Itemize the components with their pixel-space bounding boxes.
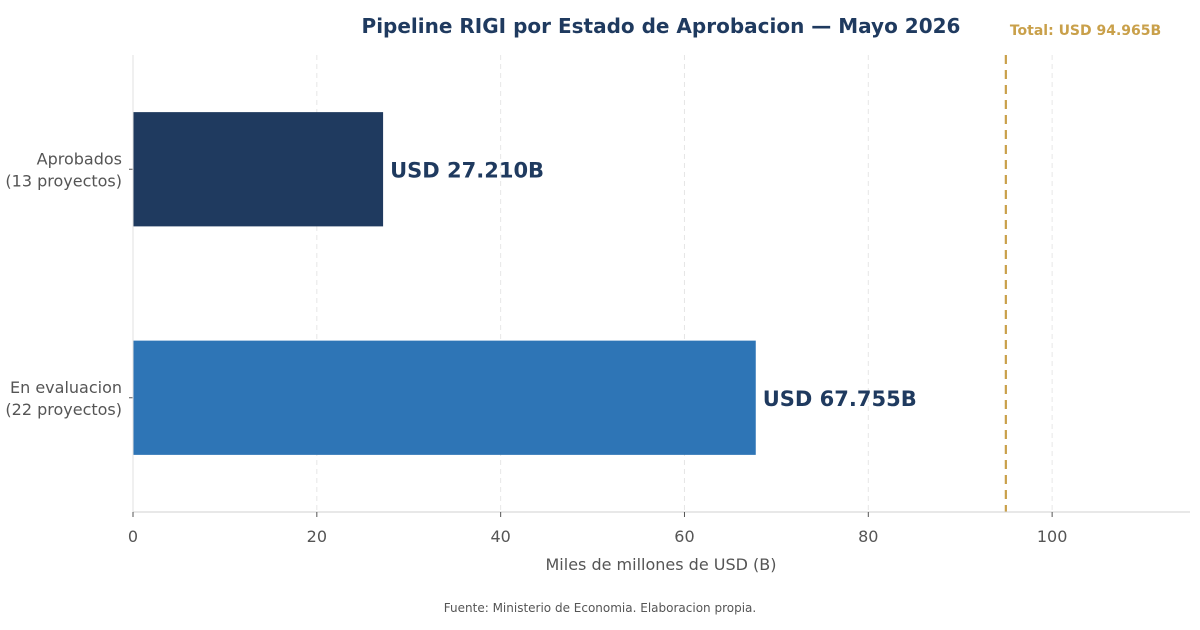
x-tick-label: 80 (858, 527, 878, 546)
axes: Aprobados (13 proyectos) En evaluacion (22 … (5, 55, 1190, 546)
y-tick-label: Aprobados (37, 149, 122, 168)
x-tick-label: 100 (1037, 527, 1068, 546)
total-reference-label: Total: USD 94.965B (1010, 23, 1161, 39)
y-tick-label: En evaluacion (10, 378, 122, 397)
bar-value-label: USD 27.210B (390, 158, 544, 182)
bar-value-label: USD 67.755B (763, 387, 917, 411)
source-note: Fuente: Ministerio de Economia. Elaborac… (444, 601, 756, 615)
x-tick-label: 60 (674, 527, 694, 546)
bar (133, 112, 384, 227)
y-tick-label: (13 proyectos) (5, 171, 122, 190)
x-tick-label: 40 (490, 527, 510, 546)
x-tick-label: 0 (128, 527, 138, 546)
y-tick-label: (22 proyectos) (5, 400, 122, 419)
x-tick-label: 20 (307, 527, 327, 546)
reference-line-group: Total: USD 94.965B (1004, 23, 1161, 512)
bar (133, 340, 756, 455)
bars: USD 27.210B USD 67.755B (133, 112, 917, 455)
x-axis-label: Miles de millones de USD (B) (546, 555, 777, 574)
chart-title: Pipeline RIGI por Estado de Aprobacion —… (362, 14, 961, 38)
